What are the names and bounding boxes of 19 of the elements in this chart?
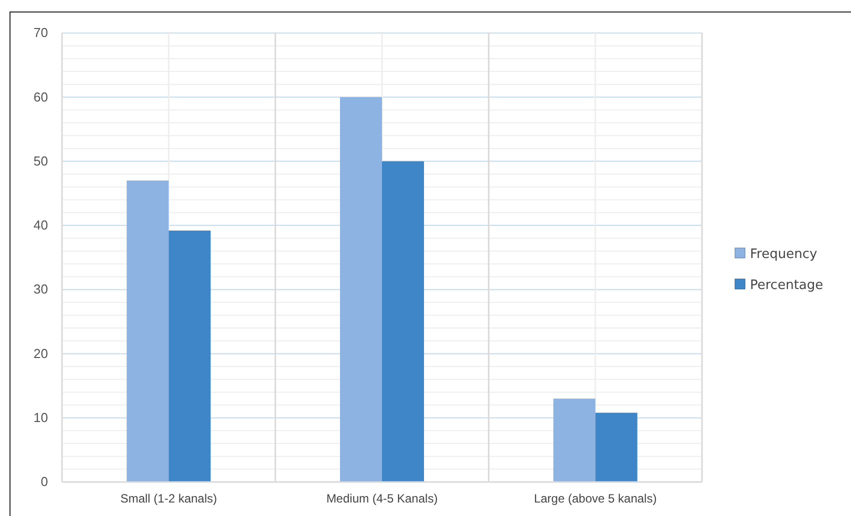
y-tick-label: 20 <box>34 346 48 361</box>
y-tick-label: 40 <box>34 218 48 233</box>
y-tick-label: 10 <box>34 410 48 426</box>
legend-label: Frequency <box>750 247 818 262</box>
x-tick-label: Large (above 5 kanals) <box>534 492 657 506</box>
y-tick-label: 50 <box>34 153 48 168</box>
bar <box>126 180 169 482</box>
bar <box>595 412 638 482</box>
x-tick-label: Small (1-2 kanals) <box>120 492 218 506</box>
bar <box>553 398 596 482</box>
bar <box>168 230 211 482</box>
y-tick-label: 0 <box>40 474 48 490</box>
legend-label: Percentage <box>750 278 824 293</box>
bar <box>340 97 382 482</box>
y-tick-label: 70 <box>34 25 48 40</box>
y-tick-label: 60 <box>34 89 48 104</box>
x-tick-label: Medium (4-5 Kanals) <box>326 492 438 506</box>
y-tick-label: 30 <box>34 282 48 297</box>
bar <box>382 161 424 482</box>
